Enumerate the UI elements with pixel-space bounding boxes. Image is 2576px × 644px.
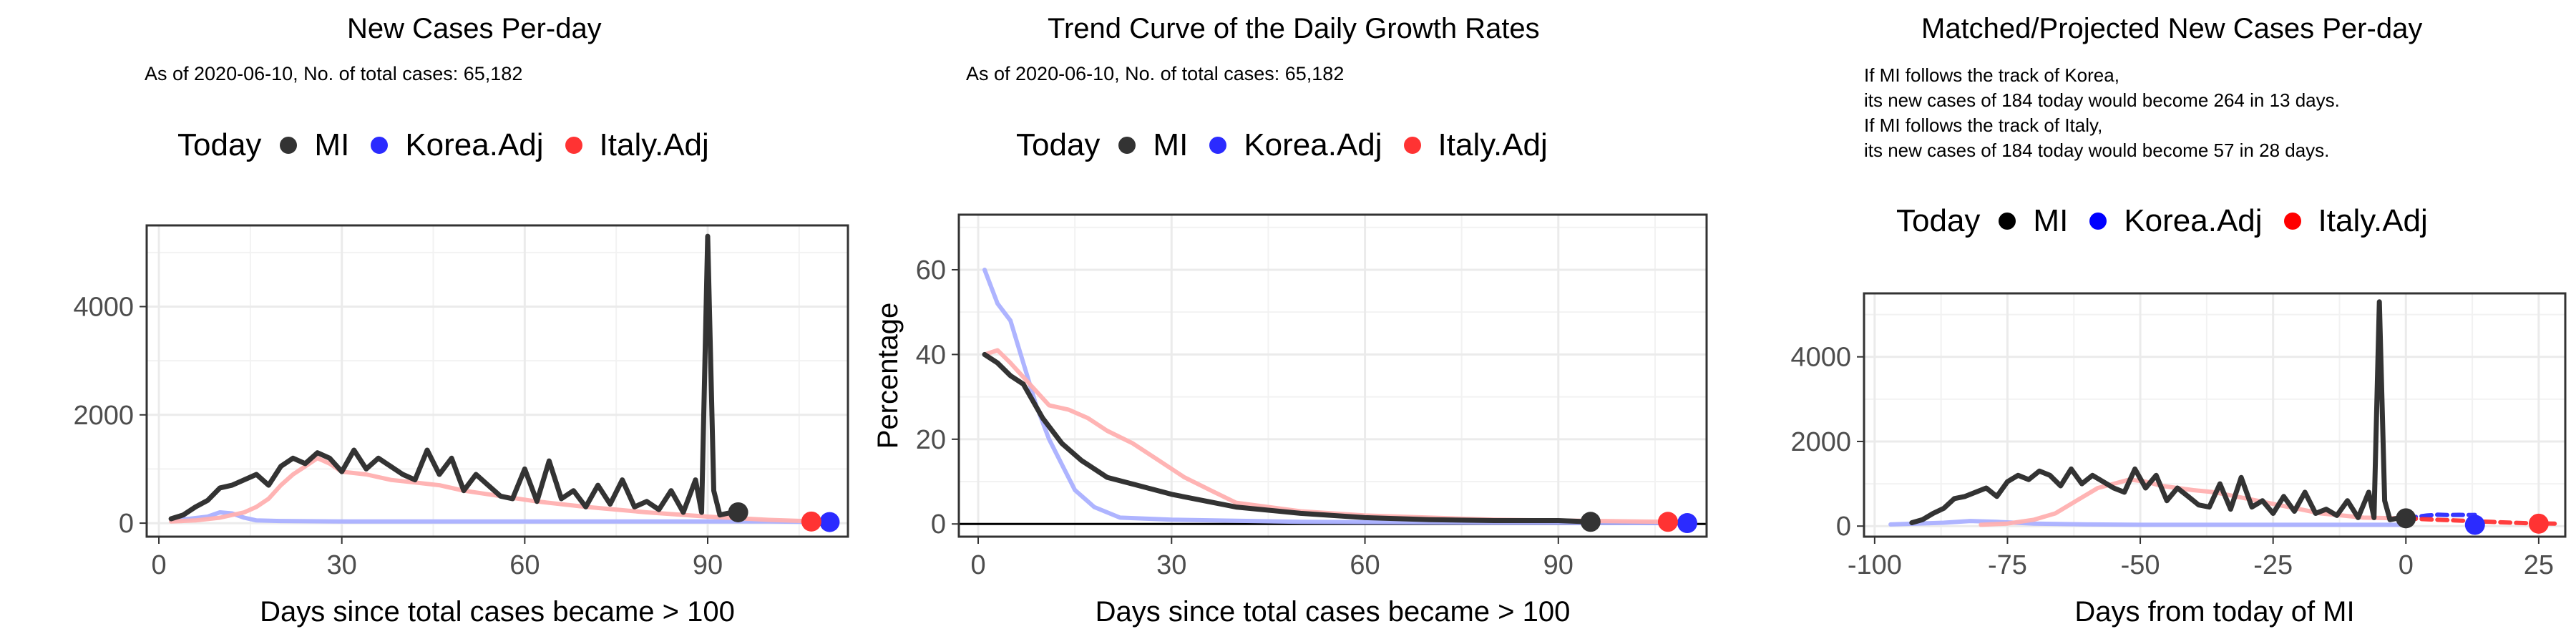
- legend-label-korea: Korea.Adj: [405, 127, 544, 162]
- x-tick-label: -100: [1848, 550, 1902, 580]
- y-tick-label: 40: [916, 340, 946, 370]
- x-tick-label: 60: [509, 550, 540, 580]
- legend-item-italy: Italy.Adj: [1403, 127, 1548, 163]
- legend-item-mi: MI: [280, 127, 349, 163]
- legend-dot-italy: [1403, 137, 1421, 154]
- x-tick-label: 0: [151, 550, 166, 580]
- legend-label-mi: MI: [1153, 127, 1189, 162]
- legend-dot-mi: [1118, 137, 1136, 154]
- chart-subtitle: As of 2020-06-10, No. of total cases: 65…: [966, 63, 1345, 84]
- legend-label-italy: Italy.Adj: [1438, 127, 1548, 162]
- legend-item-mi: MI: [1118, 127, 1188, 163]
- today-point-korea-adj: [1677, 513, 1697, 534]
- x-tick-label: 30: [327, 550, 357, 580]
- y-tick-label: 0: [119, 509, 134, 539]
- legend-item-korea: Korea.Adj: [1209, 127, 1382, 163]
- projection-note-line: If MI follows the track of Korea,: [1864, 64, 2119, 86]
- series-line-mi: [1909, 299, 2409, 525]
- series-line-korea-adj: [1888, 519, 2409, 527]
- today-point-italy-adj: [1657, 512, 1678, 532]
- y-tick-label: 2000: [73, 401, 134, 431]
- legend-dot-italy: [2283, 213, 2301, 230]
- series-line-korea-adj-projected: [2404, 512, 2477, 521]
- x-tick-label: 0: [2399, 550, 2414, 580]
- legend-label-mi: MI: [314, 127, 350, 162]
- today-point-italy-adj: [801, 511, 821, 532]
- x-tick-label: -50: [2121, 550, 2160, 580]
- legend: Today MI Korea.Adj Italy.Adj: [1896, 203, 2449, 239]
- legend-title: Today: [1896, 203, 1981, 238]
- legend-label-korea: Korea.Adj: [1244, 127, 1382, 162]
- chart-title: New Cases Per-day: [347, 13, 602, 44]
- today-point-mi: [728, 502, 748, 522]
- chart-panel-2: Trend Curve of the Daily Growth Rates As…: [859, 0, 1717, 644]
- legend-label-italy: Italy.Adj: [599, 127, 709, 162]
- series-line-korea-adj: [982, 268, 1689, 526]
- y-tick-label: 4000: [1790, 343, 1851, 373]
- plot-area: 0 30 60 90 0 20 40 60 Days since total cases bec…: [872, 213, 1708, 628]
- y-tick-label: 20: [916, 425, 946, 455]
- legend-label-mi: MI: [2033, 203, 2069, 238]
- legend-label-korea: Korea.Adj: [2124, 203, 2263, 238]
- chart-title: Matched/Projected New Cases Per-day: [1921, 13, 2423, 44]
- x-tick-label: 30: [1156, 550, 1186, 580]
- y-tick-label: 0: [931, 509, 946, 540]
- today-point-italy-adj: [2528, 513, 2549, 534]
- legend: Today MI Korea.Adj Italy.Adj: [177, 127, 731, 163]
- plot-area: -100 -75 -50 -25 0 25 0 2000 4000 Days from today…: [1790, 292, 2567, 628]
- y-tick-label: 60: [916, 255, 946, 286]
- legend-dot-italy: [565, 137, 582, 154]
- legend-item-korea: Korea.Adj: [2089, 203, 2263, 239]
- chart-panel-3: Matched/Projected New Cases Per-day If M…: [1717, 0, 2576, 644]
- x-tick-label: -25: [2253, 550, 2293, 580]
- projection-note-line: its new cases of 184 today would become …: [1864, 89, 2340, 111]
- legend-title: Today: [1016, 127, 1101, 162]
- legend-item-korea: Korea.Adj: [371, 127, 544, 163]
- y-tick-label: 2000: [1790, 427, 1851, 457]
- legend: Today MI Korea.Adj Italy.Adj: [1016, 127, 1569, 163]
- panel-background: [959, 215, 1707, 537]
- legend-dot-mi: [280, 137, 298, 154]
- today-point-mi: [1580, 512, 1601, 532]
- x-tick-label: 0: [970, 550, 985, 580]
- chart-title: Trend Curve of the Daily Growth Rates: [1048, 13, 1540, 44]
- x-tick-label: 60: [1350, 550, 1380, 580]
- y-tick-label: 4000: [73, 292, 134, 322]
- x-tick-label: -75: [1988, 550, 2027, 580]
- legend-item-mi: MI: [1999, 203, 2068, 239]
- x-tick-label: 90: [1543, 550, 1574, 580]
- panel-background: [147, 225, 848, 537]
- legend-dot-korea: [1209, 137, 1227, 154]
- x-axis-label: Days from today of MI: [2074, 596, 2354, 628]
- series-line-mi: [168, 233, 741, 522]
- legend-item-italy: Italy.Adj: [2283, 203, 2428, 239]
- legend-dot-korea: [371, 137, 389, 154]
- plot-area: 0 30 60 90 0 2000 4000 Days since total cases b…: [73, 224, 849, 628]
- series-line-mi: [982, 351, 1594, 525]
- x-axis-label: Days since total cases became > 100: [1096, 596, 1571, 628]
- y-tick-label: 0: [1836, 512, 1851, 542]
- legend-item-italy: Italy.Adj: [565, 127, 709, 163]
- projection-note-line: If MI follows the track of Italy,: [1864, 114, 2103, 136]
- today-point-mi: [2396, 508, 2416, 529]
- series-line-korea-adj: [169, 510, 832, 525]
- today-point-korea-adj: [2464, 514, 2485, 535]
- chart-subtitle: As of 2020-06-10, No. of total cases: 65…: [145, 63, 523, 84]
- x-tick-label: 90: [693, 550, 723, 580]
- projection-note: If MI follows the track of Korea, its ne…: [1864, 63, 2340, 163]
- legend-dot-mi: [1999, 213, 2016, 230]
- legend-label-italy: Italy.Adj: [2318, 203, 2428, 238]
- panel-border: [145, 224, 849, 538]
- legend-dot-korea: [2089, 213, 2107, 230]
- panel-border: [957, 213, 1708, 538]
- projection-note-line: its new cases of 184 today would become …: [1864, 140, 2330, 161]
- y-axis-label: Percentage: [872, 303, 904, 449]
- x-axis-label: Days since total cases became > 100: [260, 596, 735, 628]
- x-tick-label: 25: [2524, 550, 2554, 580]
- today-point-korea-adj: [819, 512, 840, 532]
- panel-border: [1863, 292, 2567, 538]
- series-line-italy-adj: [169, 456, 820, 524]
- legend-title: Today: [177, 127, 262, 162]
- chart-panel-1: New Cases Per-day As of 2020-06-10, No. …: [0, 0, 859, 644]
